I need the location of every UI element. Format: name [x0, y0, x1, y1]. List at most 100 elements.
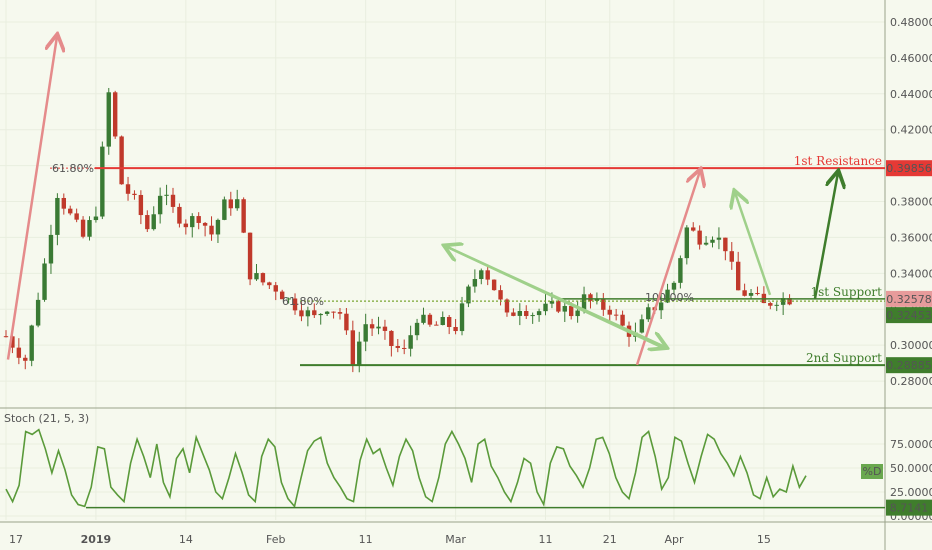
support1b-value-badge-bg [886, 307, 932, 324]
price-tick-label: 0.38000 [890, 196, 932, 209]
candle-body [48, 234, 54, 264]
candle-body [267, 282, 272, 286]
time-tick-label: Apr [664, 533, 684, 546]
stoch-tick-label: 75.00000 [890, 438, 932, 451]
candle-body [369, 324, 375, 329]
axes: 0.480000.460000.440000.420000.400000.380… [9, 16, 932, 546]
candle-body [344, 313, 349, 331]
candle-body [408, 335, 413, 349]
candle-body [10, 336, 15, 348]
arrow-green-triangle [445, 245, 665, 347]
candle-body [286, 298, 291, 300]
candle-body [684, 227, 690, 259]
price-tick-label: 0.48000 [890, 16, 932, 29]
candle-body [138, 194, 144, 216]
candle-body [157, 195, 163, 215]
candle-body [536, 311, 542, 316]
candle-body [170, 194, 176, 207]
candle-body [254, 273, 259, 280]
fib-left-label: 61.80% [282, 295, 324, 308]
candle-body [613, 314, 619, 316]
candle-body [421, 314, 426, 323]
candle-body [780, 298, 786, 305]
candle-body [337, 312, 343, 314]
candle-body [620, 314, 625, 326]
candle-body [382, 326, 388, 331]
candle-body [562, 306, 567, 312]
candle-body [427, 314, 433, 325]
candle-body [395, 346, 400, 348]
candle-body [16, 347, 22, 358]
candle-body [691, 227, 696, 231]
arrow-green-target [813, 173, 838, 299]
candle-body [755, 293, 760, 295]
candle-body [466, 286, 471, 304]
time-tick-label: Feb [266, 533, 285, 546]
stoch-tick-label: 25.00000 [890, 486, 932, 499]
price-tick-label: 0.36000 [890, 231, 932, 244]
candle-body [530, 315, 535, 317]
arrow-green-up [735, 193, 772, 296]
candle-body [164, 194, 169, 196]
candle-body [235, 199, 240, 209]
candle-body [177, 206, 182, 224]
candle-body [735, 261, 741, 291]
candle-body [434, 324, 439, 326]
candle-body [292, 298, 298, 311]
candle-body [279, 291, 285, 300]
candle-body [324, 311, 330, 314]
time-tick-label: 11 [359, 533, 373, 546]
candle-body [479, 270, 484, 280]
candle-body [607, 309, 612, 315]
candle-body [350, 330, 356, 365]
candle-body [132, 193, 137, 195]
candle-body [376, 326, 381, 329]
time-tick-label: 17 [9, 533, 23, 546]
candle-body [601, 299, 606, 310]
candle-body [453, 326, 458, 332]
candle-body [729, 251, 734, 262]
stoch-badge-bg [861, 464, 883, 479]
stoch-badge: %D [863, 465, 882, 478]
price-tick-label: 0.28000 [890, 375, 932, 388]
candle-body [575, 310, 580, 317]
price-tick-label: 0.42000 [890, 124, 932, 137]
candle-body [723, 237, 728, 252]
candle-body [363, 324, 368, 342]
candle-body [556, 301, 561, 312]
candle-body [318, 313, 323, 316]
candle-body [42, 263, 47, 300]
candle-body [504, 299, 510, 313]
candle-body [273, 285, 278, 292]
time-tick-label: 15 [757, 533, 771, 546]
candle-body [594, 299, 600, 301]
time-tick-label: 2019 [81, 533, 112, 546]
support2-value-badge: 0.28885 [886, 359, 932, 372]
stoch-title: Stoch (21, 5, 3) [4, 412, 89, 425]
candle-body [55, 197, 60, 235]
candle-body [183, 223, 189, 228]
candle-body [716, 237, 722, 240]
candle-body [389, 330, 394, 347]
price-tick-label: 0.34000 [890, 267, 932, 280]
candle-body [357, 341, 362, 365]
candle-body [472, 279, 478, 287]
candle-body [145, 215, 150, 230]
candle-body [80, 219, 86, 237]
time-tick-label: 14 [179, 533, 193, 546]
candle-body [748, 293, 754, 296]
candle-body [29, 325, 34, 361]
candle-body [202, 222, 208, 226]
candle-body [196, 216, 201, 223]
candle-body [312, 310, 317, 316]
candle-body [93, 216, 99, 221]
fib-618-label: 61.80% [52, 162, 94, 175]
time-tick-label: 21 [603, 533, 617, 546]
candle-body [61, 197, 67, 209]
candle-body [491, 279, 497, 291]
candle-body [222, 199, 227, 220]
candle-body [151, 214, 156, 230]
